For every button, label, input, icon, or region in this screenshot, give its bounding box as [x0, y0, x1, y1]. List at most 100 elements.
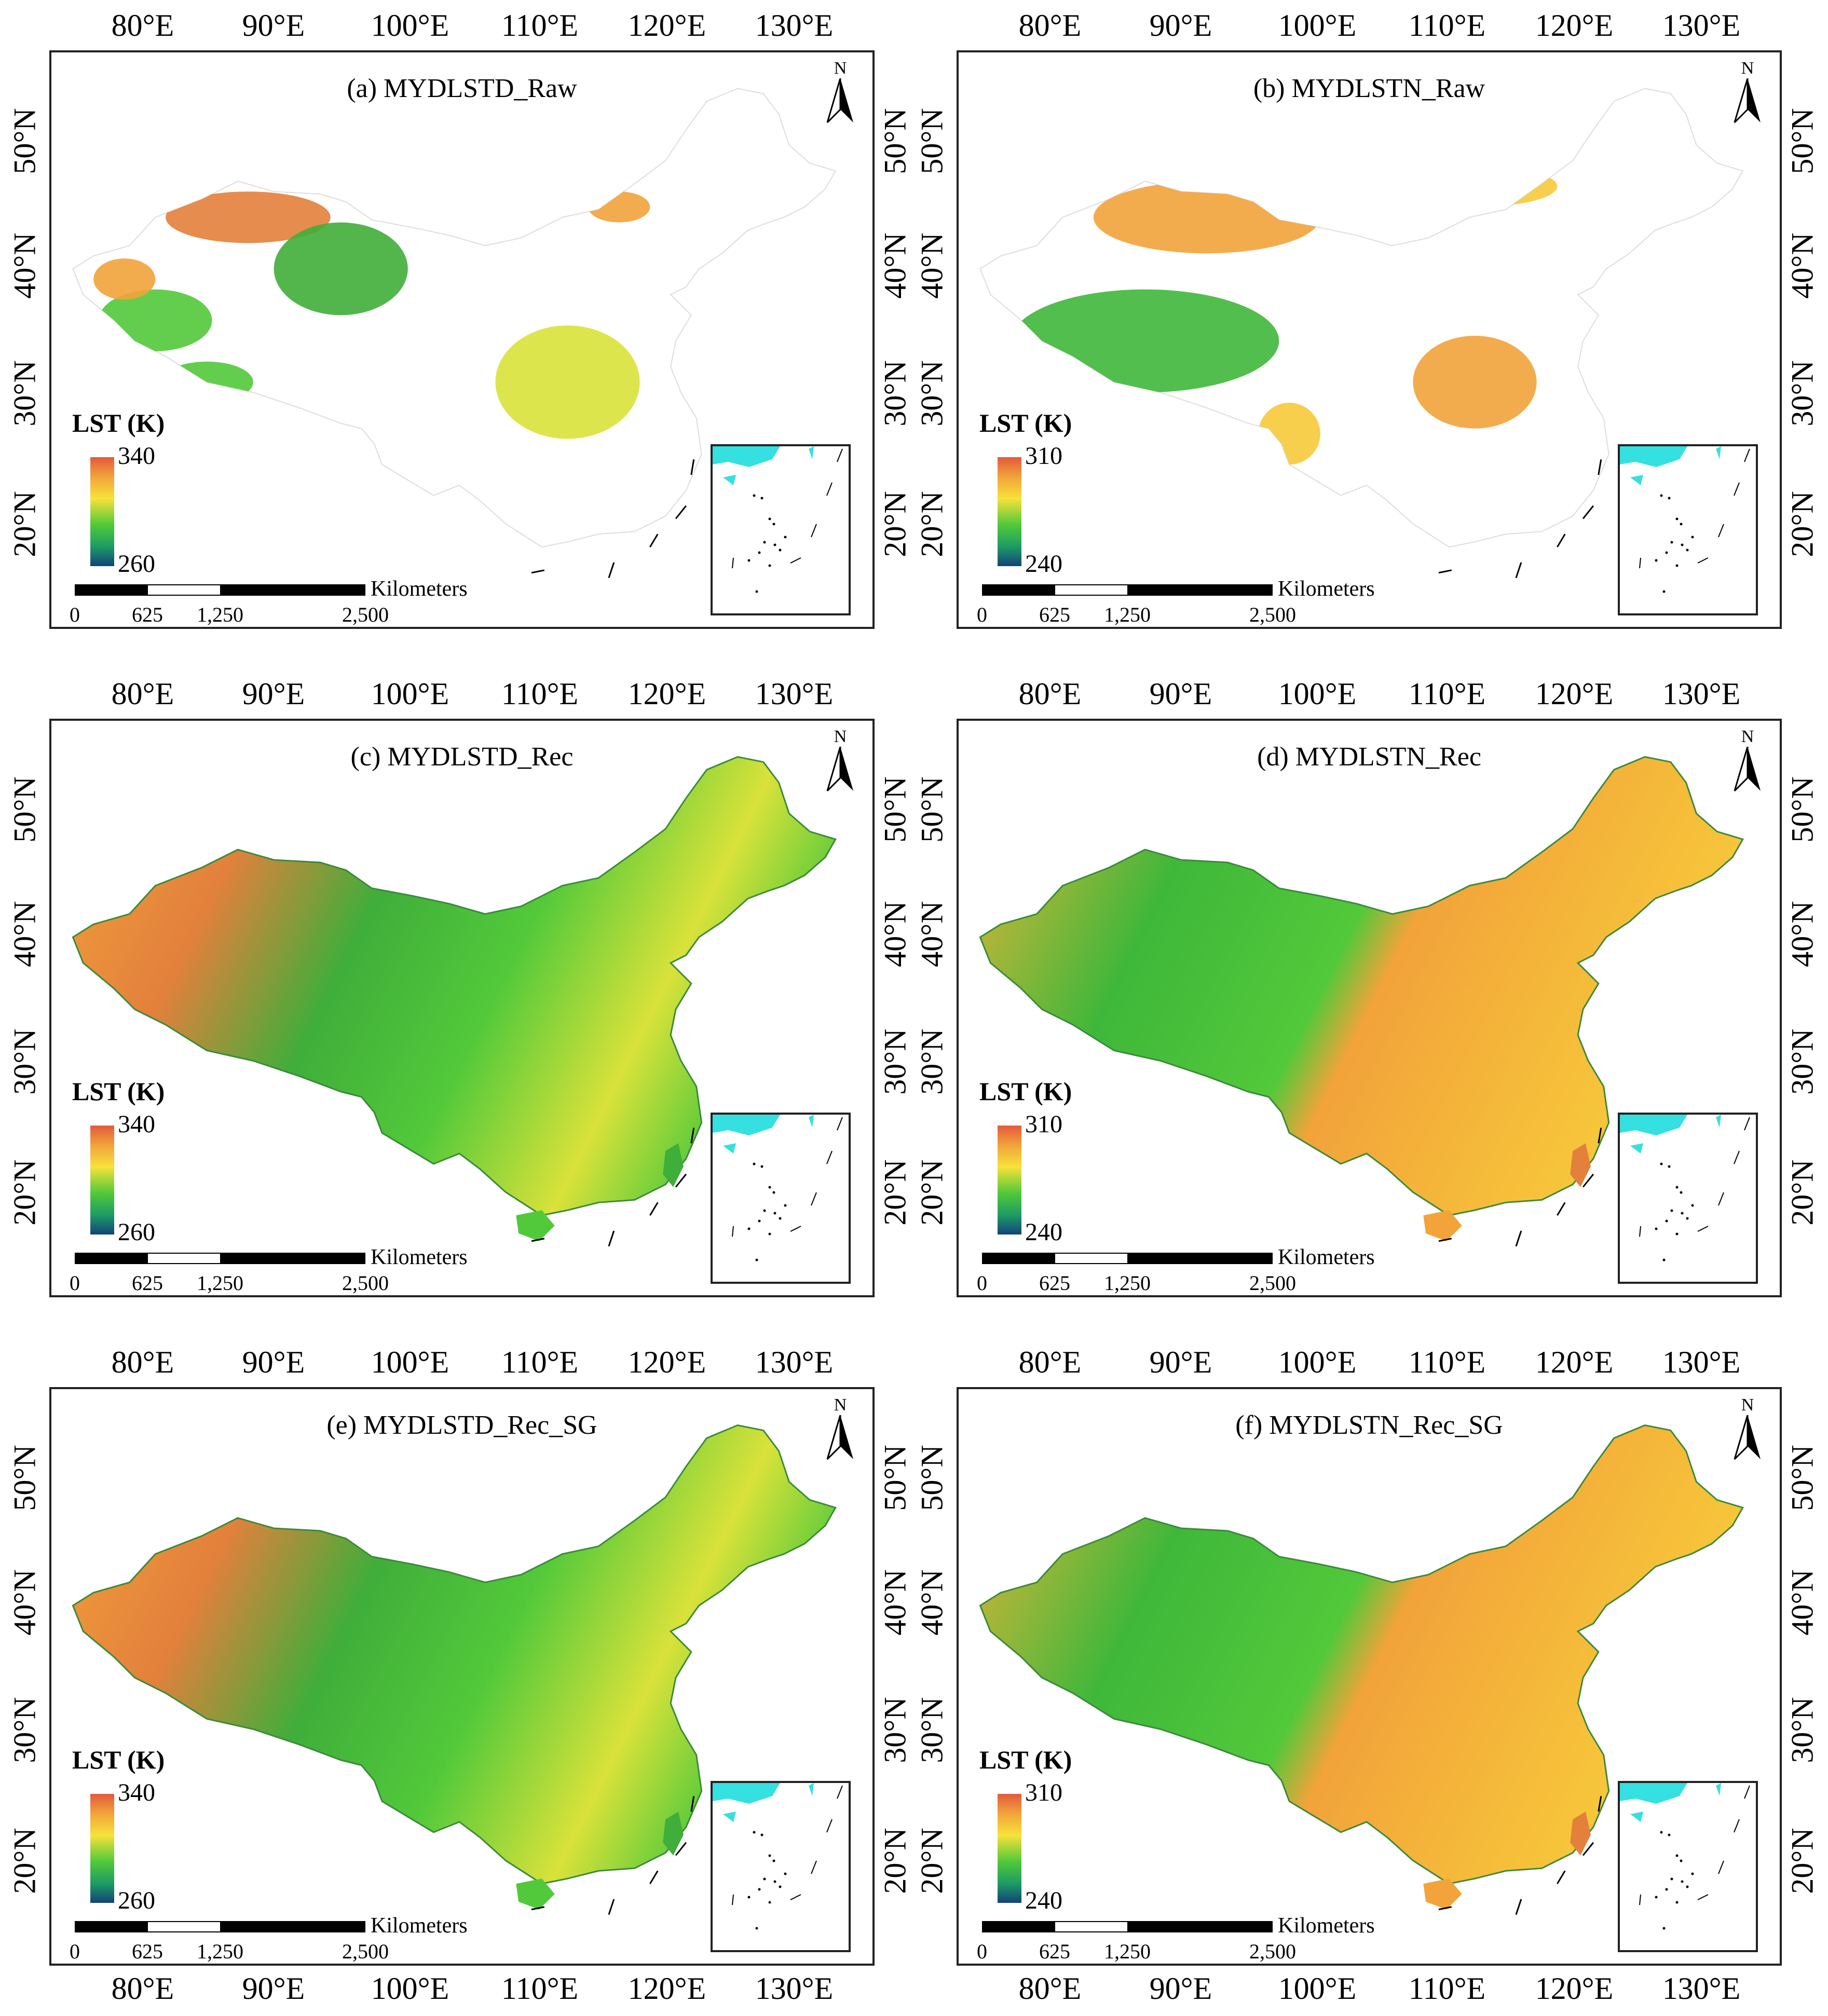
scale-tick-label: 1,250 [197, 1271, 243, 1295]
north-letter: N [834, 59, 847, 78]
inset-nine-dash-line [732, 1785, 843, 1905]
south-china-sea-islands [531, 1796, 695, 1915]
lat-tick-label-left: 40°N [915, 1569, 949, 1636]
colorbar [998, 1126, 1021, 1235]
country-outline [72, 88, 837, 548]
scale-bar-segment [220, 1254, 364, 1263]
south-china-sea-islands [1438, 1796, 1602, 1915]
colorbar-min-label: 260 [118, 550, 155, 578]
lon-tick-label: 130°E [1662, 677, 1741, 711]
scale-tick-label: 1,250 [1104, 1271, 1151, 1295]
taiwan-island [1570, 1812, 1591, 1856]
lon-tick-label-bottom: 100°E [371, 1971, 449, 2006]
inset-map [713, 446, 843, 593]
country-lst-fill [979, 1424, 1744, 1885]
south-china-sea-inset [1618, 444, 1758, 615]
north-letter: N [1741, 727, 1754, 746]
north-arrow-shape [1734, 1415, 1761, 1460]
lat-tick-label-left: 50°N [7, 108, 42, 174]
lat-tick-label-right: 50°N [1785, 1445, 1820, 1511]
map-frame: (e) MYDLSTD_Rec_SG N LST (K) 340 260 Kilomete… [49, 1387, 875, 1966]
north-arrow-icon: N [822, 59, 858, 125]
inset-nine-dash-line [1639, 1117, 1750, 1237]
lon-tick-label: 80°E [1018, 1345, 1082, 1379]
colorbar-max-label: 310 [1025, 442, 1062, 470]
lst-patch [93, 258, 156, 300]
north-arrow-icon: N [1729, 727, 1766, 793]
country-lst-fill [72, 756, 837, 1216]
inset-nine-dash-line [732, 1117, 843, 1237]
lon-tick-label: 100°E [371, 677, 449, 711]
map-panel-a: 80°E 90°E 100°E 110°E 120°E 130°E 50°N 50°N 40°N… [0, 0, 913, 675]
inset-mainland [1620, 446, 1687, 467]
colorbar [998, 1794, 1021, 1903]
lon-tick-label: 130°E [755, 1345, 834, 1379]
lat-tick-label-left: 50°N [915, 108, 949, 174]
map-frame: (a) MYDLSTD_Raw N LST (K) 340 260 Kilometers 0… [49, 50, 875, 629]
scale-unit-label: Kilometers [1278, 577, 1375, 601]
lon-tick-label: 110°E [1408, 677, 1486, 711]
scale-tick-label: 625 [132, 1940, 163, 1963]
scale-unit-label: Kilometers [371, 1245, 468, 1269]
valid-pixel-patches [1011, 88, 1614, 465]
south-china-sea-inset [711, 1113, 851, 1284]
inset-mainland [713, 446, 780, 467]
hainan-island [1423, 1210, 1462, 1241]
colorbar-min-label: 240 [1025, 1218, 1062, 1246]
lat-tick-label-left: 50°N [7, 1445, 42, 1511]
south-china-sea-inset [711, 1781, 851, 1952]
colorbar-min-label: 240 [1025, 1887, 1062, 1914]
inset-taiwan [1716, 1115, 1721, 1128]
map-frame: (d) MYDLSTN_Rec N LST (K) 310 240 Kilometers 0… [957, 719, 1782, 1297]
lon-tick-label-bottom: 120°E [1535, 1971, 1614, 2006]
lon-tick-label: 120°E [627, 8, 706, 43]
lat-tick-label-right: 30°N [1785, 1697, 1820, 1763]
taiwan-island [663, 1143, 684, 1187]
scale-bar-segment [148, 1254, 220, 1263]
lat-tick-label-left: 20°N [7, 491, 42, 557]
map-panel-f: 80°E 80°E 90°E 90°E 100°E 100°E 110°E 110°E 120°… [907, 1337, 1821, 2011]
scale-tick-label: 2,500 [342, 603, 389, 626]
south-china-sea-inset [1618, 1781, 1758, 1952]
lon-tick-label-bottom: 130°E [1662, 1971, 1741, 2006]
south-china-sea-islands [531, 459, 695, 579]
scale-tick-label: 1,250 [197, 1940, 243, 1963]
north-arrow-icon: N [1729, 1395, 1766, 1462]
lst-patch [1093, 181, 1320, 254]
scale-tick-label: 625 [1039, 1271, 1070, 1295]
lat-tick-label-right: 40°N [1785, 232, 1820, 299]
colorbar [998, 457, 1021, 566]
lon-tick-label: 110°E [501, 8, 579, 43]
north-arrow-shape [826, 747, 853, 792]
lon-tick-label: 120°E [1535, 8, 1614, 43]
map-frame: (f) MYDLSTN_Rec_SG N LST (K) 310 240 Kilomete… [957, 1387, 1782, 1966]
scale-tick-label: 0 [70, 603, 80, 626]
lon-tick-label: 110°E [501, 677, 579, 711]
south-china-sea-inset [711, 444, 851, 615]
lst-map [72, 88, 837, 579]
north-arrow-shape [1734, 78, 1761, 124]
panel-title: (c) MYDLSTD_Rec [350, 742, 574, 772]
north-letter: N [834, 727, 847, 746]
colorbar [90, 1126, 114, 1235]
inset-mainland [713, 1783, 780, 1804]
lat-tick-label-left: 50°N [7, 776, 42, 843]
colorbar-max-label: 340 [118, 1779, 155, 1806]
scale-bar-segment [76, 1254, 148, 1263]
lat-tick-label-right: 20°N [1785, 491, 1820, 557]
scale-unit-label: Kilometers [1278, 1245, 1375, 1269]
lon-tick-label: 100°E [1278, 8, 1357, 43]
lon-tick-label: 110°E [501, 1345, 579, 1379]
hainan-island [516, 1210, 555, 1241]
inset-hainan [723, 1143, 736, 1154]
lst-patch [166, 191, 331, 243]
scale-bar [982, 1921, 1273, 1932]
scale-unit-label: Kilometers [371, 577, 468, 601]
lon-tick-label: 110°E [1408, 1345, 1486, 1379]
inset-mainland [713, 1115, 780, 1135]
scale-bar-segment [983, 585, 1055, 595]
lon-tick-label-bottom: 130°E [755, 1971, 834, 2006]
scale-tick-label: 2,500 [342, 1271, 389, 1295]
lon-tick-label: 80°E [1018, 8, 1082, 43]
scale-bar-segment [76, 585, 148, 595]
